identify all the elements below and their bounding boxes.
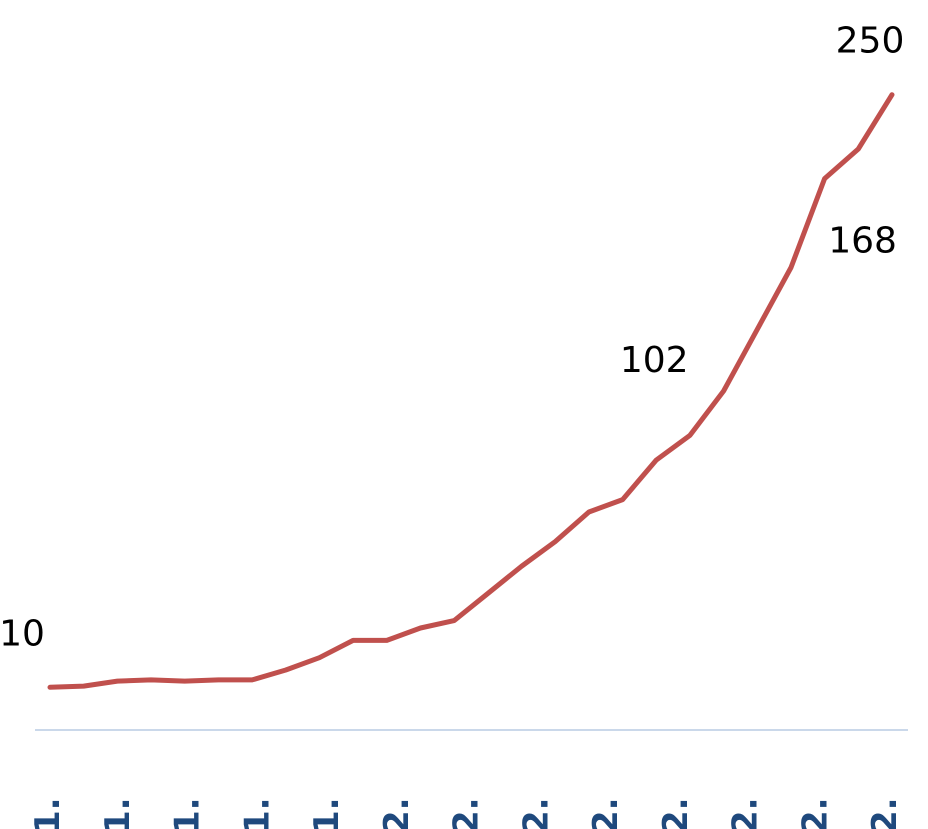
x-tick-label: 1. [98,797,138,829]
series-line [47,92,895,690]
x-tick-label: 2. [795,797,835,829]
x-tick-label: 2. [447,797,487,829]
x-tick-label: 2. [586,797,626,829]
x-tick-labels: 1. 1. 1. 1. 1. 2. 2. 2. 2. 2. 2. 2. 2. [28,797,905,829]
x-tick-label: 1. [28,797,68,829]
x-tick-label: 2. [726,797,766,829]
data-label: 250 [836,21,905,62]
data-labels: 10 102 168 250 [0,21,904,655]
x-tick-label: 2. [865,797,905,829]
data-label: 10 [0,613,45,654]
data-label: 102 [620,340,689,381]
x-tick-label: 2. [377,797,417,829]
data-label: 168 [828,221,897,262]
x-tick-label: 2. [516,797,556,829]
x-tick-label: 1. [168,797,208,829]
x-tick-label: 2. [656,797,696,829]
x-tick-label: 1. [307,797,347,829]
x-tick-label: 1. [237,797,277,829]
